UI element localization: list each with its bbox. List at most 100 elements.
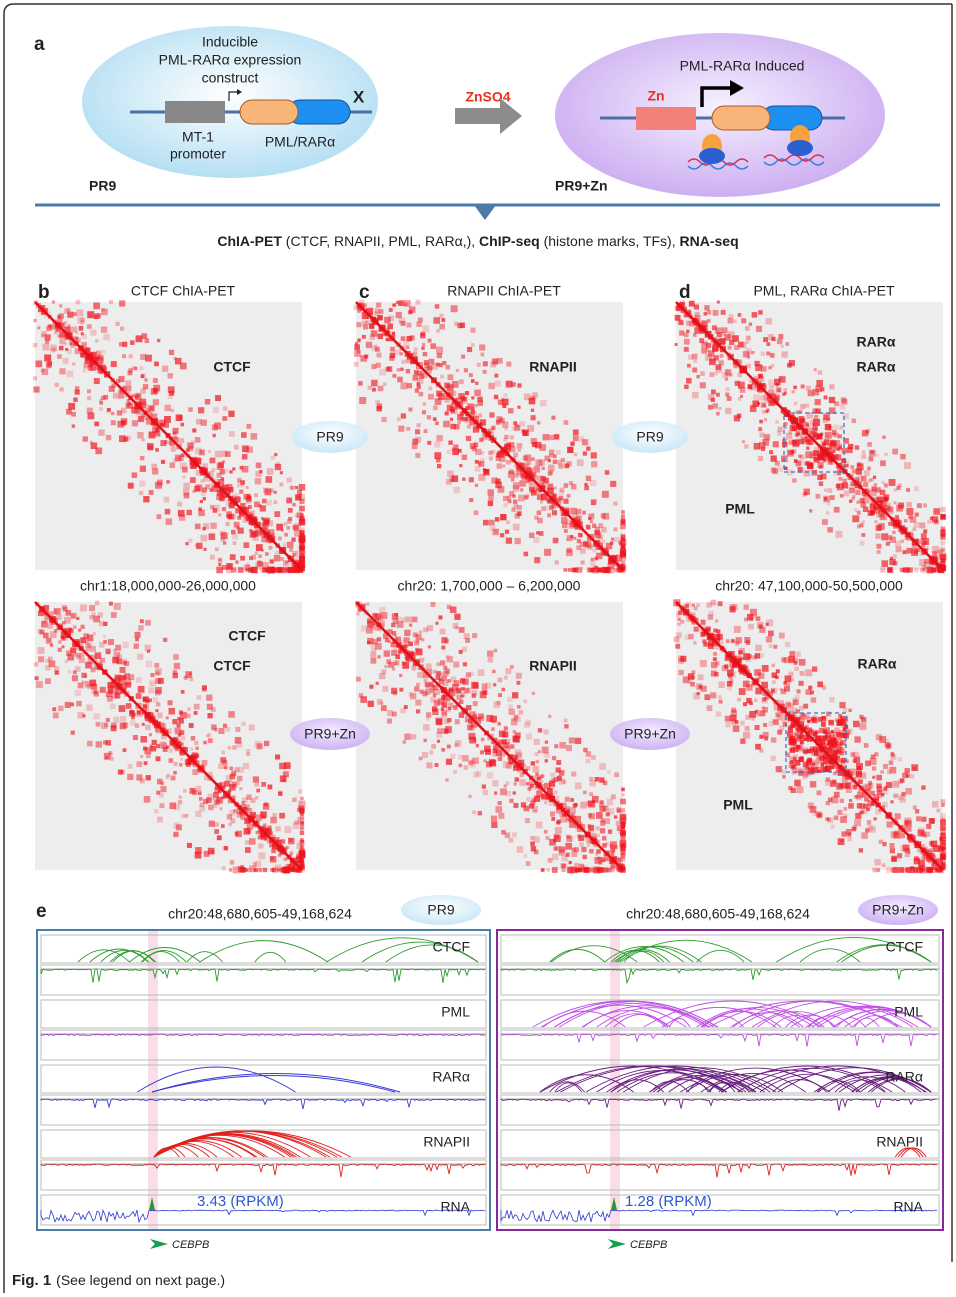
- contact: [762, 665, 769, 672]
- panel-title: CTCF ChIA-PET: [131, 283, 236, 299]
- contact: [48, 324, 51, 327]
- contact: [869, 457, 874, 462]
- contact: [479, 344, 485, 350]
- contact: [226, 775, 233, 782]
- contact: [415, 648, 419, 652]
- contact: [444, 718, 450, 724]
- contact: [568, 568, 572, 572]
- contact: [272, 813, 276, 817]
- contact: [447, 745, 451, 749]
- contact: [819, 481, 823, 485]
- contact: [113, 393, 119, 399]
- contact: [221, 824, 225, 828]
- contact: [588, 825, 594, 831]
- contact: [196, 786, 202, 792]
- contact: [249, 838, 256, 845]
- contact: [282, 778, 286, 782]
- contact: [233, 541, 237, 545]
- contact: [270, 488, 274, 492]
- contact: [101, 309, 107, 315]
- contact: [124, 673, 130, 679]
- contact: [154, 663, 159, 668]
- contact: [454, 487, 460, 493]
- contact: [771, 337, 775, 341]
- contact: [368, 701, 374, 707]
- contact: [128, 371, 133, 376]
- contact: [914, 522, 920, 528]
- contact: [698, 685, 702, 689]
- contact: [58, 648, 62, 652]
- contact: [526, 782, 529, 785]
- contact: [96, 722, 101, 727]
- contact: [354, 362, 359, 367]
- contact: [371, 658, 377, 664]
- contact: [889, 761, 893, 765]
- contact: [711, 389, 716, 394]
- contact: [621, 788, 625, 792]
- contact: [862, 430, 868, 436]
- contact: [531, 409, 534, 412]
- contact: [742, 440, 745, 443]
- contact: [238, 528, 244, 534]
- contact: [475, 382, 478, 385]
- contact: [137, 710, 141, 714]
- contact: [167, 373, 172, 378]
- contact: [111, 420, 116, 425]
- contact: [474, 510, 479, 515]
- contact: [155, 448, 159, 452]
- contact: [687, 364, 691, 368]
- contact: [128, 764, 133, 769]
- contact: [476, 771, 482, 777]
- contact: [867, 820, 871, 824]
- contact: [857, 525, 861, 529]
- contact: [293, 525, 299, 531]
- contact: [714, 372, 717, 375]
- contact: [444, 397, 449, 402]
- contact: [917, 503, 922, 508]
- contact: [208, 733, 212, 737]
- contact: [122, 658, 127, 663]
- contact: [460, 678, 465, 683]
- contact: [377, 655, 380, 658]
- contact: [781, 657, 786, 662]
- contact: [121, 420, 126, 425]
- contact: [758, 456, 763, 461]
- contact: [384, 665, 387, 668]
- contact: [472, 811, 476, 815]
- contact: [482, 683, 488, 689]
- contact: [852, 495, 855, 498]
- contact: [239, 787, 242, 790]
- contact: [845, 464, 849, 468]
- contact: [606, 842, 609, 845]
- contact: [893, 554, 897, 558]
- contact: [99, 642, 105, 648]
- contact: [119, 300, 125, 306]
- contact: [447, 405, 453, 411]
- contact: [91, 443, 98, 450]
- contact: [141, 736, 148, 743]
- contact: [504, 503, 508, 507]
- contact: [738, 313, 742, 317]
- contact: [111, 361, 117, 367]
- contact: [805, 461, 809, 465]
- contact: [591, 503, 594, 506]
- contact: [574, 863, 579, 868]
- contact: [224, 846, 228, 850]
- contact: [738, 397, 742, 401]
- contact: [198, 507, 202, 511]
- contact: [843, 708, 848, 713]
- contact: [161, 460, 165, 464]
- contact: [388, 662, 394, 668]
- contact: [140, 456, 144, 460]
- contact: [464, 368, 468, 372]
- contact: [428, 645, 431, 648]
- contact: [67, 371, 74, 378]
- contact: [171, 775, 176, 780]
- contact: [607, 770, 611, 774]
- contact: [149, 733, 152, 736]
- contact: [75, 690, 81, 696]
- contact: [356, 677, 361, 682]
- contact: [260, 811, 267, 818]
- contact: [244, 494, 250, 500]
- contact: [404, 655, 407, 658]
